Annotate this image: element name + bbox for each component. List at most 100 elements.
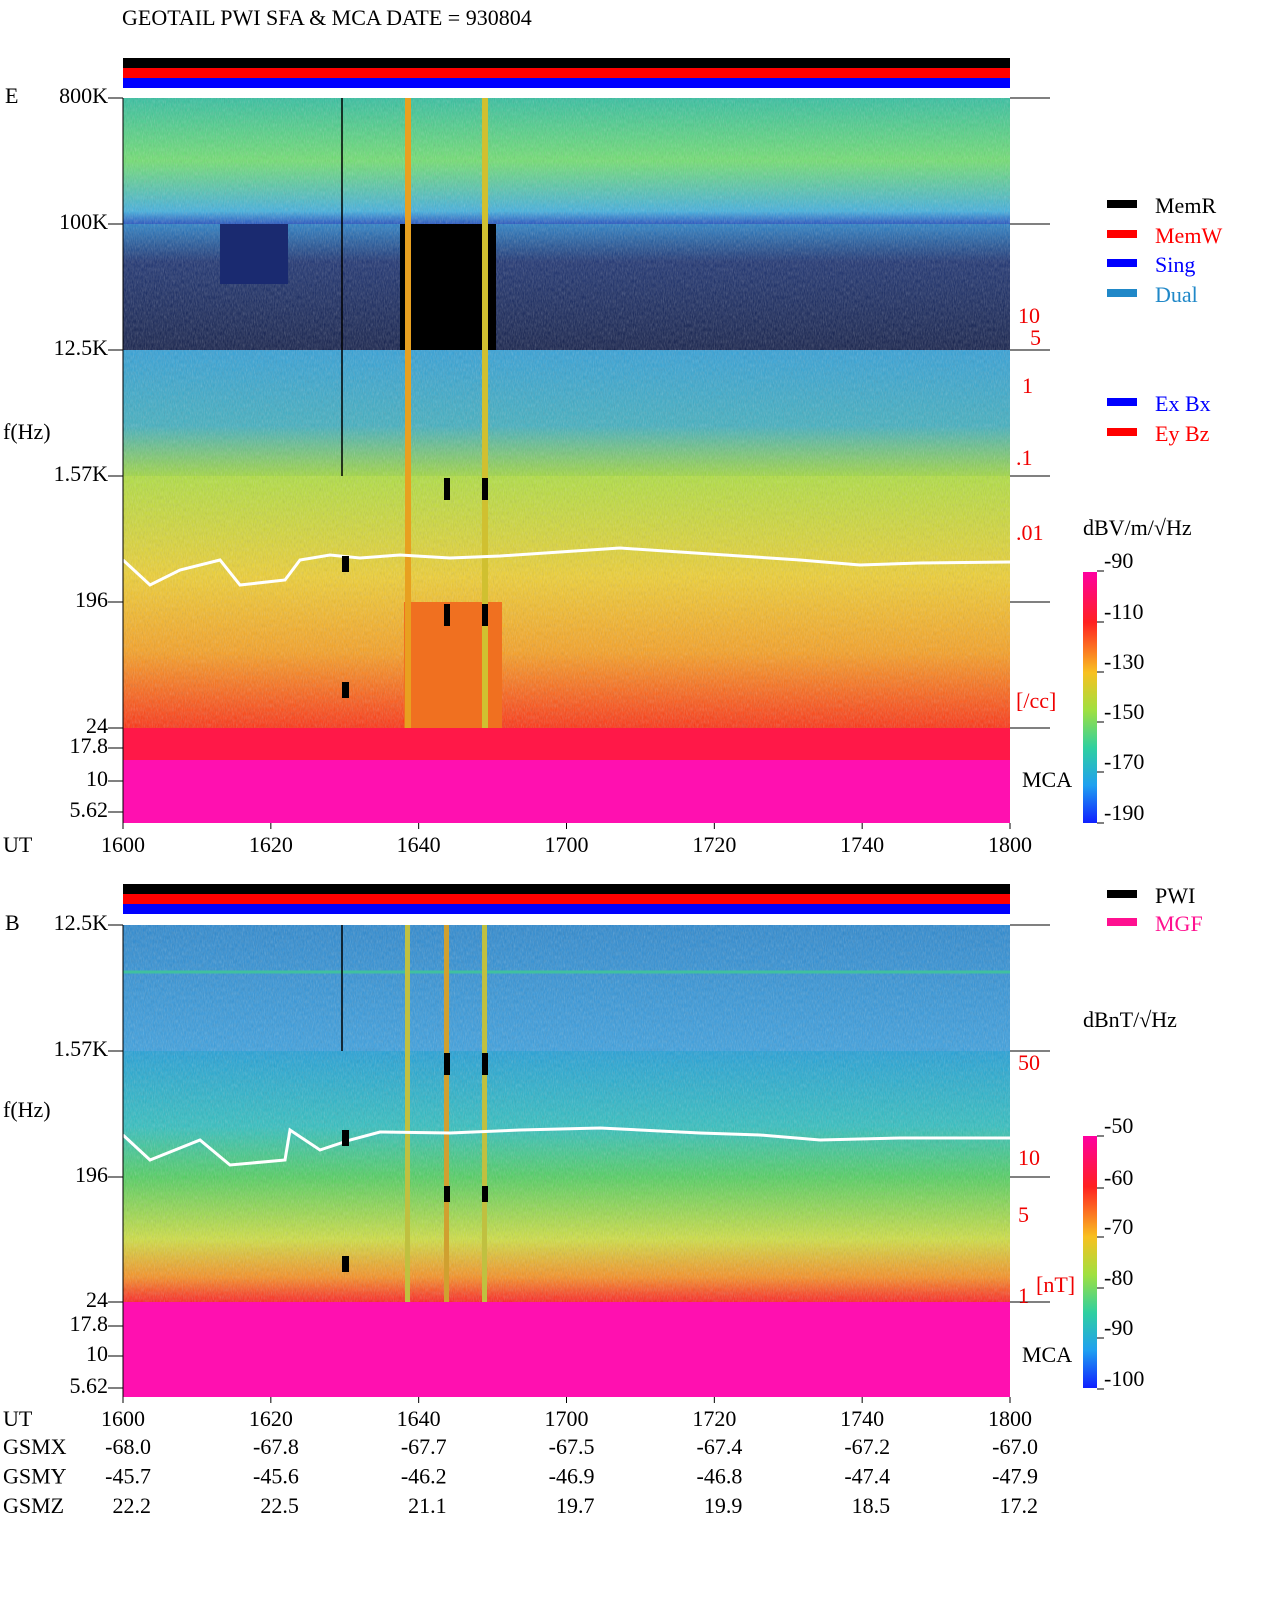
colorbar-tick-label: -150 [1104,699,1144,724]
y-tick-label: 196 [75,587,108,612]
x-tick-label: 1740 [840,832,884,857]
orbit-name: GSMZ [3,1493,64,1518]
legend-swatch [1107,230,1137,238]
orbit-value: 17.2 [1000,1493,1039,1518]
y-tick-label: 1.57K [54,461,109,486]
spectrogram-e [121,98,1011,823]
orbit-name: GSMX [3,1434,67,1459]
orbit-value: -46.2 [401,1464,447,1489]
orbit-value: -67.2 [844,1434,890,1459]
spectrogram-b [121,925,1010,1397]
y-tick-label: 12.5K [54,910,109,935]
legend-swatch [1107,428,1137,436]
orbit-value: -46.9 [549,1464,595,1489]
right-tick-label: 1 [1022,373,1033,398]
orbit-value: -67.4 [697,1434,743,1459]
right-tick-label: .1 [1016,445,1033,470]
legend-label: MemR [1155,193,1216,218]
mca-label: MCA [1022,767,1072,792]
legend-label: Ex Bx [1155,391,1211,416]
right-tick-label: 5 [1018,1202,1029,1227]
y-tick-label: 12.5K [54,335,109,360]
x-tick-label: 1700 [545,832,589,857]
status-bars [123,58,1010,914]
y-tick-label: 196 [75,1162,108,1187]
colorbar-unit: dBnT/√Hz [1083,1007,1177,1032]
colorbar-unit: dBV/m/√Hz [1083,515,1192,540]
y-tick-label: 5.62 [70,797,109,822]
colorbar-tick-label: -60 [1104,1165,1133,1190]
orbit-value: -67.5 [549,1434,595,1459]
orbit-value: -67.7 [401,1434,447,1459]
panel-label: B [5,910,20,935]
colorbar-tick-label: -170 [1104,749,1144,774]
orbit-value: -68.0 [105,1434,151,1459]
legend-label: Sing [1155,252,1195,277]
orbit-value: 19.7 [556,1493,595,1518]
y-tick-label: 10 [86,1341,108,1366]
y-tick-label: 24 [86,713,108,738]
legend-swatch [1107,890,1137,898]
x-tick-label: 1640 [397,1406,441,1431]
y-tick-label: 100K [59,209,108,234]
orbit-value: -47.9 [992,1464,1038,1489]
x-tick-label: 1740 [840,1406,884,1431]
colorbar-tick-label: -80 [1104,1265,1133,1290]
x-axis-label: UT [3,832,33,857]
orbit-name: GSMY [3,1464,67,1489]
y-tick-label: 10 [86,766,108,791]
colorbar-tick-label: -70 [1104,1214,1133,1239]
orbit-value: 21.1 [408,1493,447,1518]
orbit-value: -46.8 [697,1464,743,1489]
title: GEOTAIL PWI SFA & MCA DATE = 930804 [122,5,532,30]
x-tick-label: 1640 [397,832,441,857]
orbit-value: -67.0 [992,1434,1038,1459]
colorbar-tick-label: -90 [1104,1315,1133,1340]
colorbar-tick-label: -190 [1104,800,1144,825]
colorbar-b [1083,1136,1097,1388]
x-tick-label: 1600 [101,832,145,857]
colorbar-tick-label: -130 [1104,649,1144,674]
legend-label: Ey Bz [1155,421,1210,446]
orbit-value: 19.9 [704,1493,743,1518]
right-tick-label: 10 [1018,1145,1040,1170]
colorbar-tick-label: -50 [1104,1113,1133,1138]
y-tick-label: 24 [86,1287,108,1312]
legend-label: PWI [1155,883,1195,908]
right-tick-label: .01 [1016,520,1044,545]
x-tick-label: 1700 [545,1406,589,1431]
right-tick-label: [nT] [1036,1272,1075,1297]
x-tick-label: 1600 [101,1406,145,1431]
x-tick-label: 1620 [249,832,293,857]
x-tick-label: 1800 [988,832,1032,857]
legend-swatch [1107,259,1137,267]
x-tick-label: 1800 [988,1406,1032,1431]
y-axis-label: f(Hz) [3,419,51,444]
legend-swatch [1107,398,1137,406]
colorbar-tick-label: -100 [1104,1366,1144,1391]
legend-label: Dual [1155,282,1198,307]
y-tick-label: 1.57K [54,1036,109,1061]
right-tick-label: 1 [1018,1283,1029,1308]
x-tick-label: 1720 [692,832,736,857]
legend-label: MGF [1155,911,1203,936]
colorbar-tick-label: -110 [1104,599,1144,624]
orbit-value: -45.7 [105,1464,151,1489]
orbit-value: -67.8 [253,1434,299,1459]
colorbar-e [1083,572,1097,823]
orbit-value: 22.5 [260,1493,299,1518]
legend-swatch [1107,918,1137,926]
legend-label: MemW [1155,223,1222,248]
orbit-value: -45.6 [253,1464,299,1489]
colorbar-tick-label: -90 [1104,548,1133,573]
legend-swatch [1107,200,1137,208]
right-tick-label: 50 [1018,1050,1040,1075]
y-axis-label: f(Hz) [3,1097,51,1122]
orbit-value: 22.2 [113,1493,152,1518]
right-tick-label: [/cc] [1016,688,1056,713]
right-tick-label: 10 [1018,303,1040,328]
panel-label: E [5,83,18,108]
y-tick-label: 17.8 [70,1311,109,1336]
x-tick-label: 1620 [249,1406,293,1431]
